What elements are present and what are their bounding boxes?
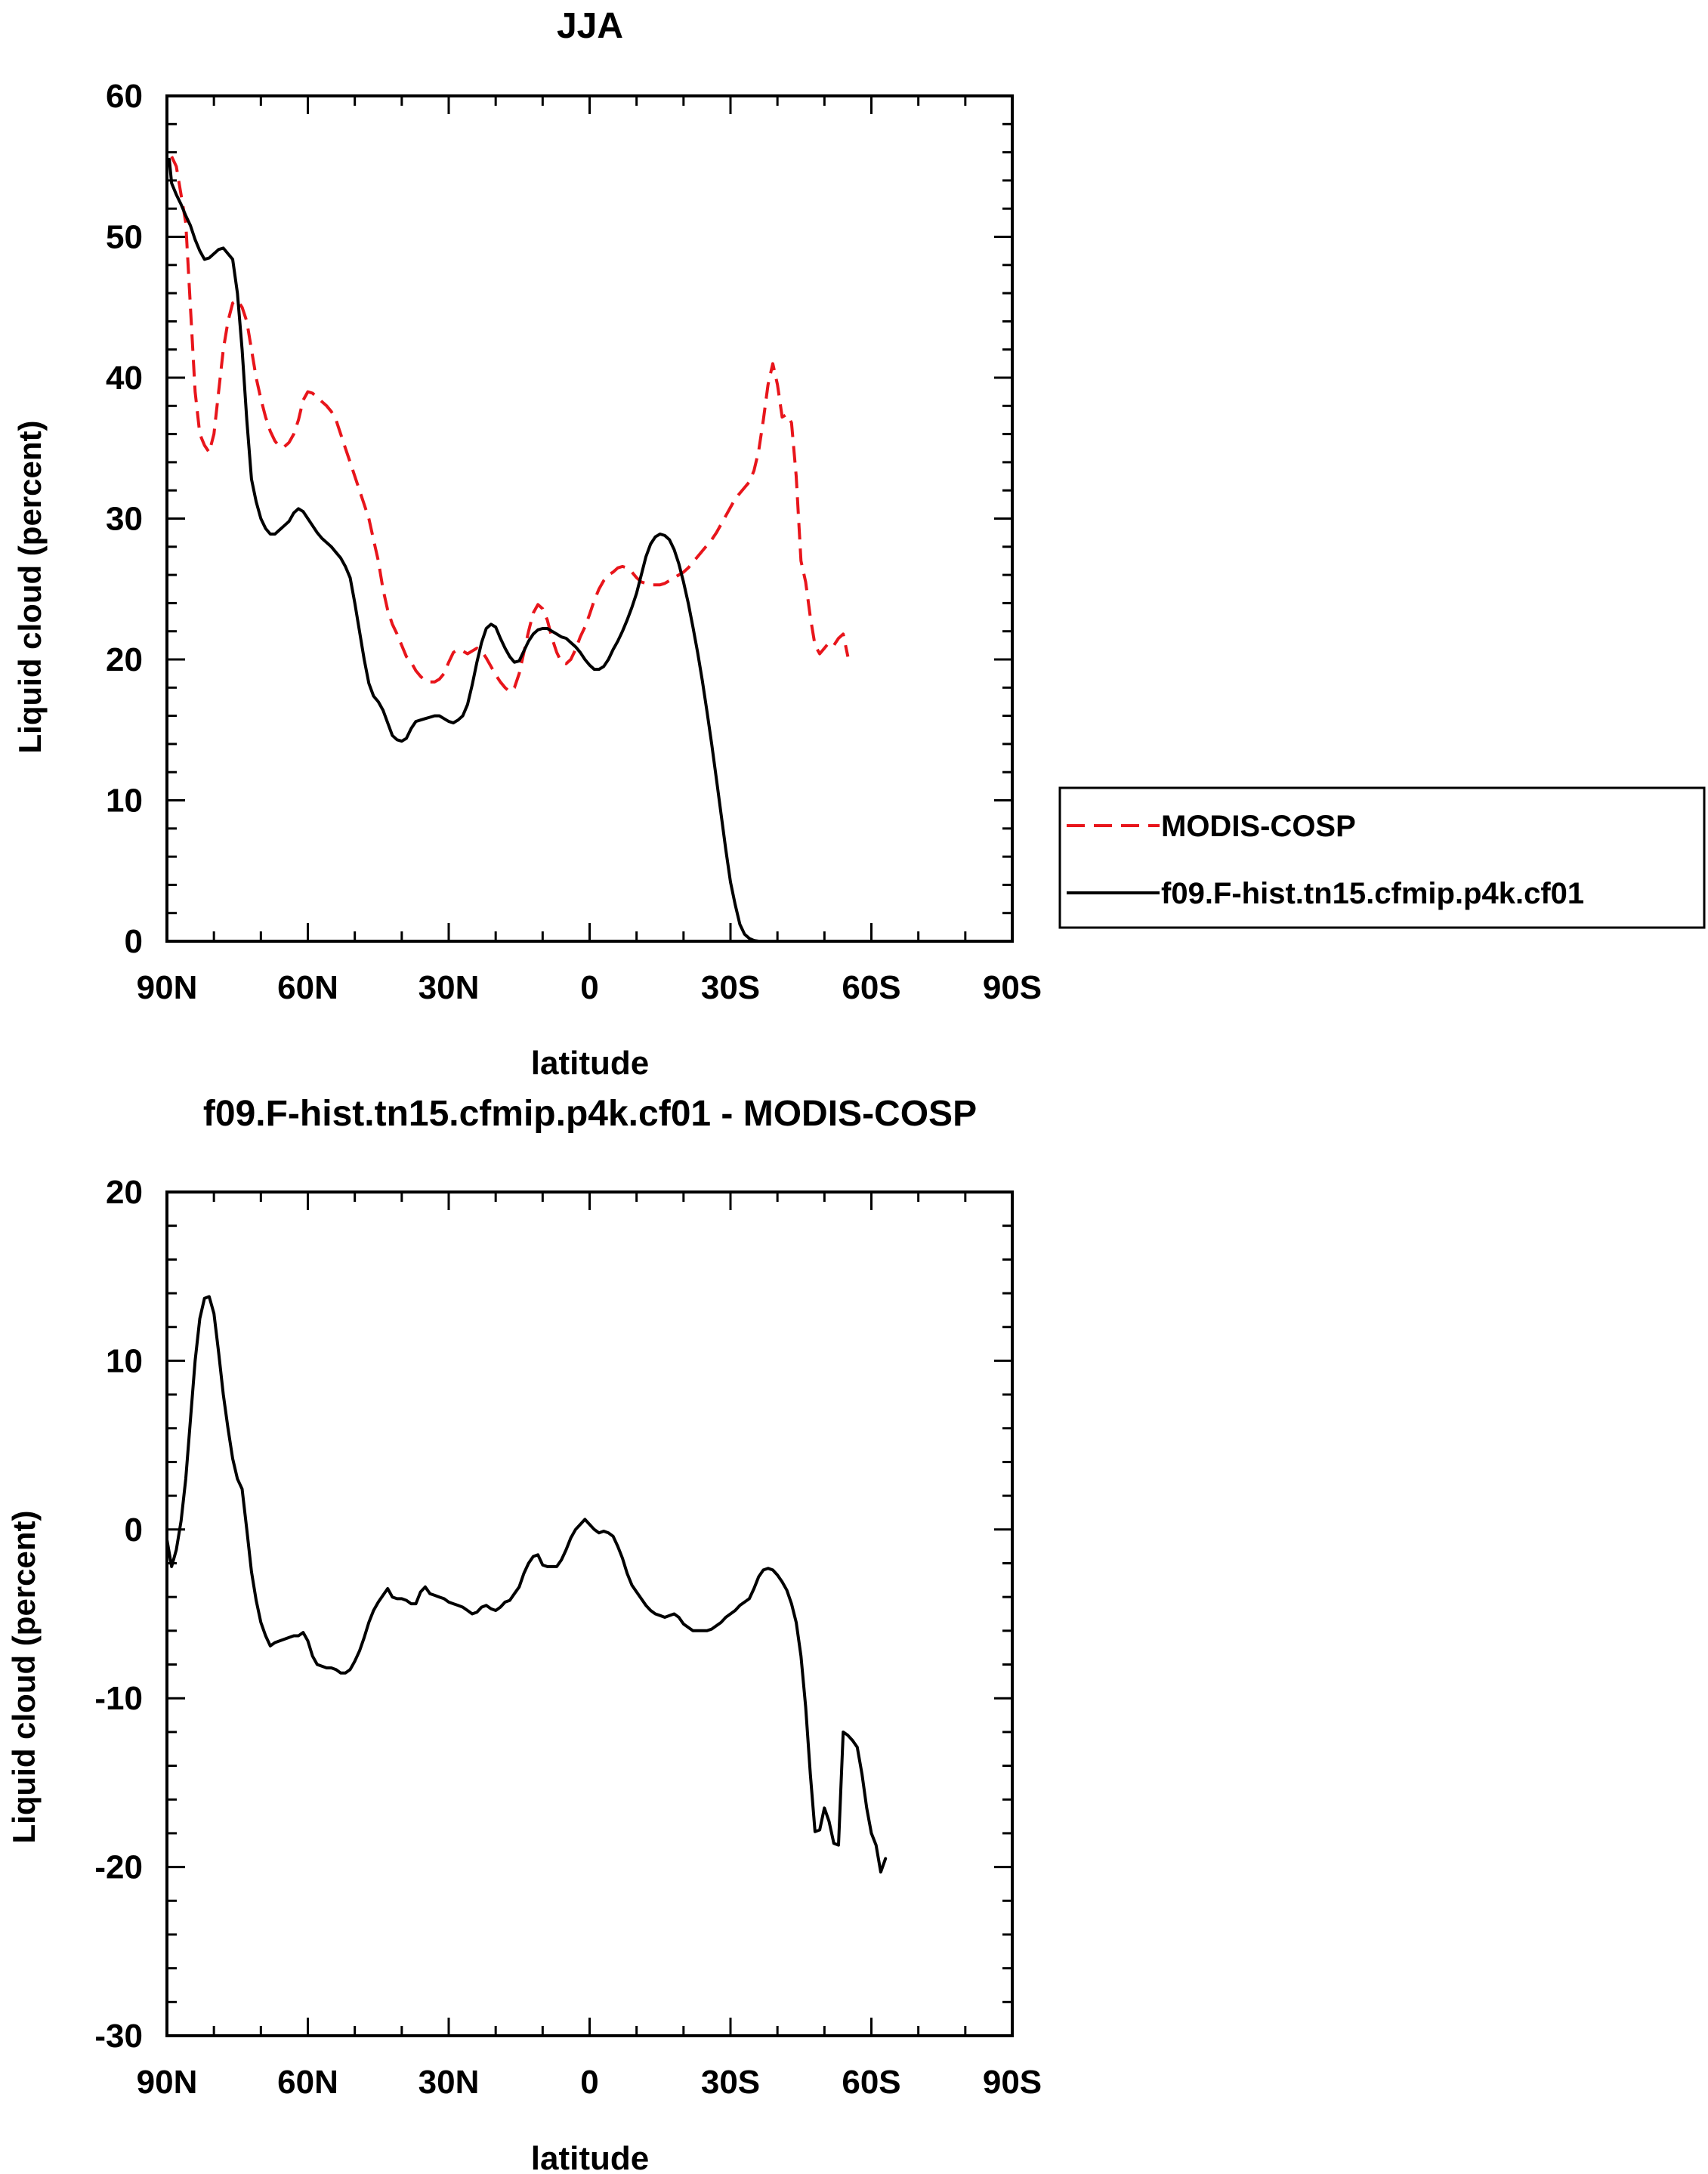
chart-top-y-tick-label: 0 [125, 923, 143, 960]
legend-label-model: f09.F-hist.tn15.cfmip.p4k.cf01 [1161, 877, 1584, 910]
chart-top-x-tick-label: 60S [842, 969, 900, 1006]
chart-top-series-line-0 [170, 156, 850, 693]
chart-bottom-x-tick-label: 90N [137, 2064, 198, 2101]
chart-top-y-tick-label: 20 [106, 641, 143, 678]
chart-top-plot-area [165, 94, 1014, 943]
chart-top-frame [165, 94, 1014, 943]
chart-top-y-tick-label: 40 [106, 360, 143, 397]
chart-bottom-x-tick-label: 60N [277, 2064, 338, 2101]
chart-top: JJA 90N 60N 30N 0 30S 60S 90S 0 10 20 30 40 50 60 la… [12, 6, 1706, 1082]
chart-top-y-tick-label: 10 [106, 783, 143, 820]
chart-bottom-title: f09.F-hist.tn15.cfmip.p4k.cf01 - MODIS-C… [203, 1094, 977, 1134]
chart-bottom-y-ticks: -30 -20 -10 0 10 20 [94, 1174, 1012, 2055]
chart-top-y-tick-label: 50 [106, 219, 143, 256]
chart-top-legend: MODIS-COSP f09.F-hist.tn15.cfmip.p4k.cf0… [1058, 786, 1706, 929]
chart-bottom-x-tick-label: 0 [580, 2064, 598, 2101]
chart-top-y-ticks: 0 10 20 30 40 50 60 [106, 78, 1012, 960]
chart-bottom-y-tick-label: 0 [125, 1512, 143, 1549]
chart-top-x-tick-label: 30S [701, 969, 760, 1006]
chart-top-x-ticks: 90N 60N 30N 0 30S 60S 90S [137, 96, 1042, 1006]
chart-bottom-x-ticks: 90N 60N 30N 0 30S 60S 90S [137, 1192, 1042, 2101]
chart-top-x-tick-label: 90S [983, 969, 1042, 1006]
chart-bottom-x-tick-label: 30N [419, 2064, 480, 2101]
chart-top-x-axis-label: latitude [531, 1045, 649, 1082]
chart-top-title: JJA [557, 6, 623, 46]
chart-top-y-tick-label: 60 [106, 78, 143, 115]
legend-label-modis-cosp: MODIS-COSP [1161, 810, 1356, 843]
chart-top-x-tick-label: 30N [419, 969, 480, 1006]
chart-bottom-y-tick-label: -30 [94, 2018, 143, 2055]
chart-bottom-y-tick-label: 10 [106, 1342, 143, 1379]
chart-bottom-frame [165, 1190, 1014, 2037]
chart-bottom-x-tick-label: 90S [983, 2064, 1042, 2101]
chart-top-x-tick-label: 60N [277, 969, 338, 1006]
chart-bottom-y-tick-label: -20 [94, 1849, 143, 1886]
chart-top-y-axis-label: Liquid cloud (percent) [12, 421, 48, 754]
chart-bottom-x-tick-label: 60S [842, 2064, 900, 2101]
chart-top-x-tick-label: 90N [137, 969, 198, 1006]
chart-bottom-x-tick-label: 30S [701, 2064, 760, 2101]
chart-bottom: f09.F-hist.tn15.cfmip.p4k.cf01 - MODIS-C… [6, 1094, 1042, 2174]
chart-bottom-y-tick-label: -10 [94, 1680, 143, 1717]
chart-top-series-line-1 [168, 157, 765, 943]
chart-bottom-plot-area [165, 1190, 1014, 2037]
chart-top-y-tick-label: 30 [106, 501, 143, 538]
chart-bottom-y-tick-label: 20 [106, 1174, 143, 1211]
chart-top-x-tick-label: 0 [580, 969, 598, 1006]
chart-bottom-series-line-0 [165, 1295, 888, 1874]
chart-bottom-y-axis-label: Liquid cloud (percent) [6, 1511, 42, 1844]
legend-box [1058, 786, 1706, 929]
chart-bottom-x-axis-label: latitude [531, 2140, 649, 2174]
